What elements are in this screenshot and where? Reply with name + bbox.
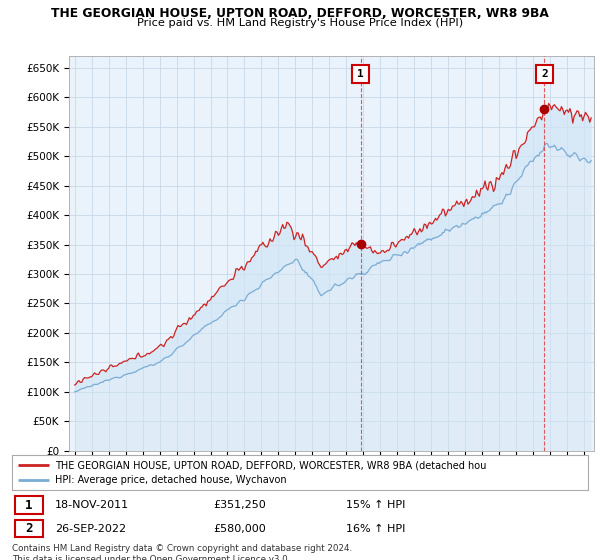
Text: 2: 2 (25, 522, 32, 535)
Text: Contains HM Land Registry data © Crown copyright and database right 2024.
This d: Contains HM Land Registry data © Crown c… (12, 544, 352, 560)
Text: 16% ↑ HPI: 16% ↑ HPI (346, 524, 406, 534)
Text: £351,250: £351,250 (214, 500, 266, 510)
Text: THE GEORGIAN HOUSE, UPTON ROAD, DEFFORD, WORCESTER, WR8 9BA (detached hou: THE GEORGIAN HOUSE, UPTON ROAD, DEFFORD,… (55, 460, 487, 470)
FancyBboxPatch shape (15, 520, 43, 538)
Text: 1: 1 (357, 69, 364, 79)
Text: HPI: Average price, detached house, Wychavon: HPI: Average price, detached house, Wych… (55, 475, 287, 486)
Text: Price paid vs. HM Land Registry's House Price Index (HPI): Price paid vs. HM Land Registry's House … (137, 18, 463, 28)
Text: 1: 1 (25, 499, 32, 512)
FancyBboxPatch shape (15, 497, 43, 514)
Text: £580,000: £580,000 (214, 524, 266, 534)
FancyBboxPatch shape (536, 65, 553, 83)
Text: 26-SEP-2022: 26-SEP-2022 (55, 524, 127, 534)
Text: 18-NOV-2011: 18-NOV-2011 (55, 500, 130, 510)
Text: THE GEORGIAN HOUSE, UPTON ROAD, DEFFORD, WORCESTER, WR8 9BA: THE GEORGIAN HOUSE, UPTON ROAD, DEFFORD,… (51, 7, 549, 20)
Text: 2: 2 (541, 69, 548, 79)
FancyBboxPatch shape (352, 65, 369, 83)
Text: 15% ↑ HPI: 15% ↑ HPI (346, 500, 406, 510)
